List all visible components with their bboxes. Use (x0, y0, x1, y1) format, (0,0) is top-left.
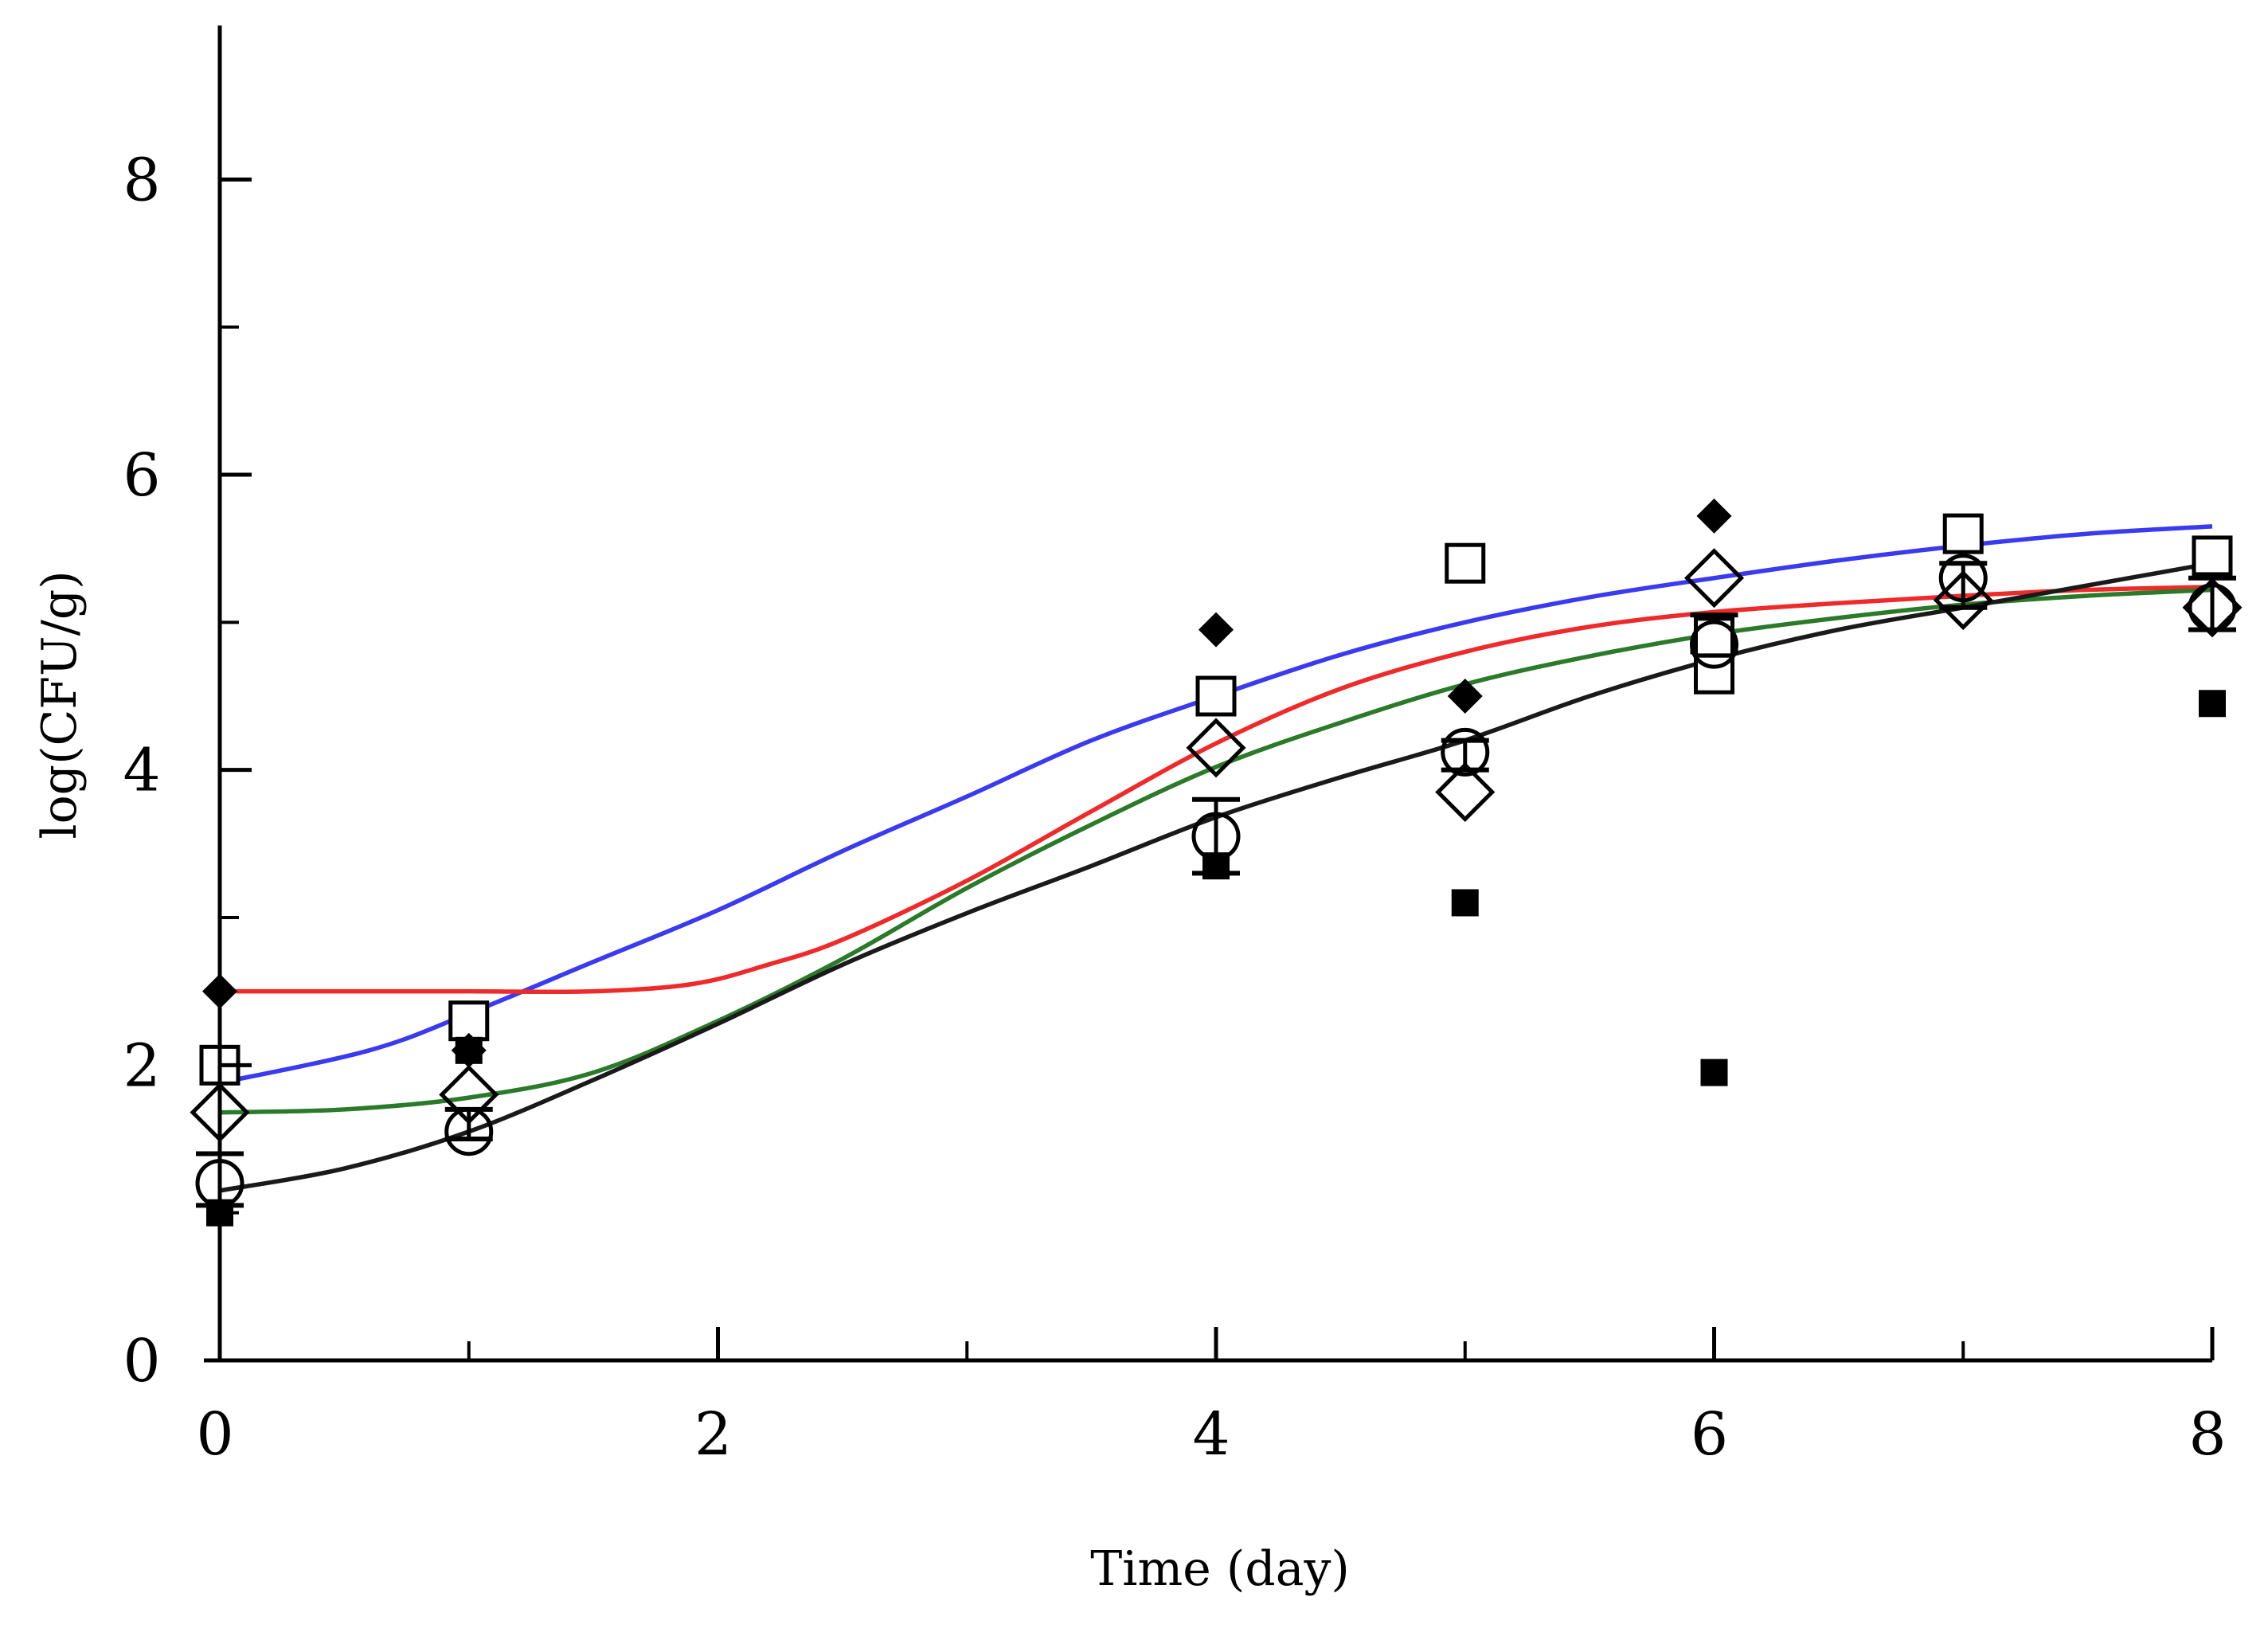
x-tick-label: 8 (2188, 1400, 2226, 1469)
open-circle-point (444, 1107, 494, 1156)
open-diamond-point (2182, 577, 2243, 638)
data-markers (190, 498, 2243, 1227)
filled-square-point (1700, 1059, 1728, 1086)
x-axis-label: Time (day) (1090, 1541, 1350, 1597)
open-diamond-point (1683, 548, 1745, 609)
y-tick-label: 8 (123, 146, 160, 214)
open-diamond-point (1435, 761, 1496, 823)
ticks: 0 2 4 6 8 0 2 4 6 8 (123, 146, 2226, 1469)
black-fit-line (219, 561, 2213, 1193)
y-tick-label: 6 (123, 441, 160, 510)
x-tick-label: 6 (1691, 1400, 1728, 1469)
filled-diamond-point (1199, 612, 1234, 648)
axes (204, 25, 2212, 1363)
open-square-point (1942, 513, 1984, 554)
filled-square-point (2199, 690, 2226, 718)
open-square-point (2192, 535, 2233, 577)
y-tick-label: 4 (123, 737, 160, 805)
y-tick-label: 0 (123, 1327, 160, 1395)
filled-diamond-point (1696, 498, 1732, 534)
open-diamond-point (1186, 718, 1246, 778)
x-tick-label: 2 (694, 1400, 732, 1469)
green-fit-line (219, 587, 2213, 1115)
open-circle-point (1690, 620, 1738, 669)
x-tick-label: 4 (1192, 1400, 1230, 1469)
red-fit-line (220, 585, 2213, 995)
x-tick-label: 0 (196, 1400, 233, 1469)
filled-diamond-point (1447, 679, 1483, 714)
open-square-point (1445, 542, 1486, 584)
open-circle-point (1938, 554, 1988, 603)
y-tick-label: 2 (123, 1031, 160, 1100)
open-circle-point (1441, 727, 1490, 777)
open-circle-point (1191, 812, 1241, 861)
error-bars (196, 561, 2236, 1208)
open-circle-point (2188, 583, 2237, 632)
y-axis-label: log(CFU/g) (32, 570, 88, 839)
filled-diamond-point (451, 1032, 487, 1068)
filled-square-point (1451, 889, 1479, 917)
open-diamond-point (439, 1064, 499, 1125)
open-square-point (1195, 675, 1237, 717)
